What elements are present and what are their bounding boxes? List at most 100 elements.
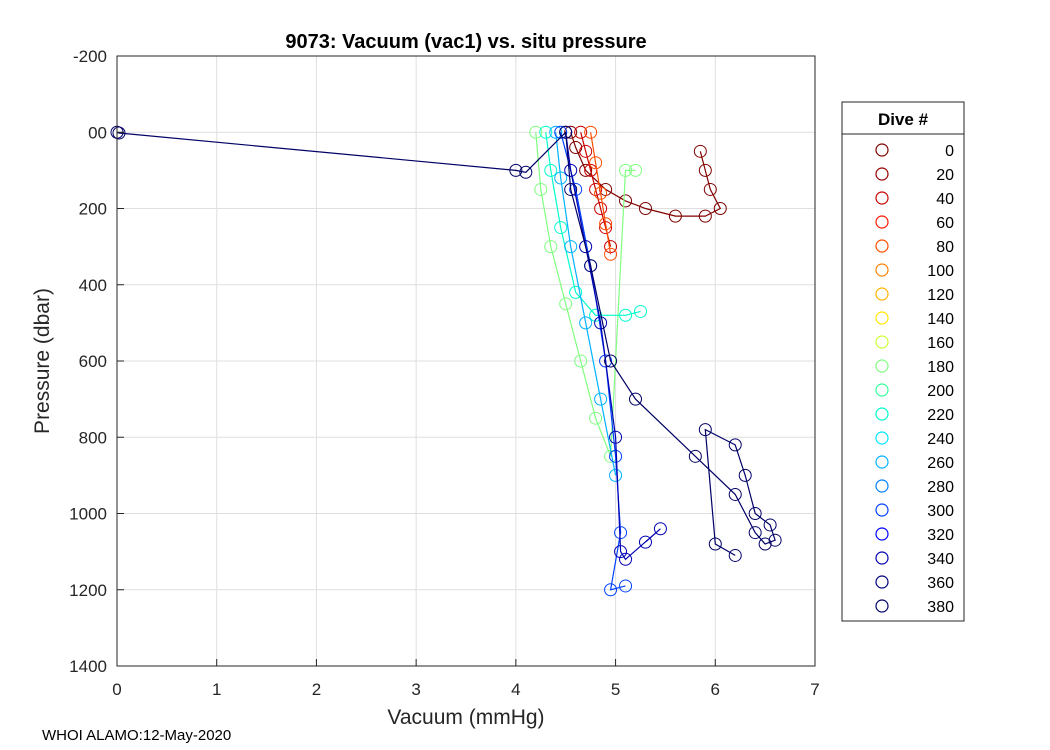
x-tick-label: 4 (511, 680, 520, 699)
data-point (589, 411, 603, 425)
legend-marker (875, 551, 889, 565)
data-point (604, 583, 618, 597)
legend-label: 240 (927, 431, 954, 448)
legend-label: 380 (927, 599, 954, 616)
data-point (748, 507, 762, 520)
data-point (564, 240, 578, 254)
y-tick-label: -200 (73, 47, 107, 66)
data-point (599, 217, 613, 231)
data-point (112, 126, 126, 140)
data-point (574, 354, 588, 368)
x-tick-label: 6 (711, 680, 720, 699)
y-axis-label: Pressure (dbar) (31, 288, 54, 434)
data-point (574, 125, 588, 139)
x-tick-label: 3 (411, 680, 420, 699)
legend-marker (875, 287, 889, 301)
data-point (534, 182, 548, 196)
series-layer (110, 125, 782, 597)
data-point (579, 316, 593, 330)
data-point (638, 535, 652, 549)
series-220 (539, 125, 647, 322)
data-point (668, 209, 682, 223)
x-axis-label: Vacuum (mmHg) (387, 706, 544, 729)
legend-marker (875, 191, 889, 205)
legend-marker (875, 479, 889, 493)
data-point (728, 438, 742, 452)
data-point (544, 240, 558, 254)
x-tick-label: 7 (810, 680, 819, 699)
data-point (634, 304, 647, 318)
legend-label: 340 (927, 551, 954, 568)
x-tick-label: 2 (312, 680, 321, 699)
data-point (604, 247, 618, 261)
data-point (549, 125, 563, 139)
data-point (594, 392, 608, 406)
data-point (763, 518, 777, 532)
series-line (545, 132, 641, 316)
series-line (570, 132, 722, 217)
legend-label: 60 (936, 215, 954, 232)
legend-label: 0 (945, 143, 954, 160)
legend-marker (875, 167, 889, 181)
legend-marker (875, 575, 889, 589)
data-point (579, 163, 593, 177)
data-point (579, 144, 593, 158)
legend-label: 160 (927, 335, 954, 352)
y-tick-label: 800 (79, 428, 107, 447)
data-point (579, 240, 593, 254)
data-point (529, 125, 543, 139)
data-point (594, 316, 608, 330)
legend-marker (875, 359, 889, 373)
data-point (629, 163, 643, 177)
data-point (768, 533, 782, 547)
legend-label: 180 (927, 359, 954, 376)
legend-label: 100 (927, 263, 954, 280)
data-point (748, 526, 762, 540)
legend-marker (875, 239, 889, 253)
y-tick-label: 400 (79, 276, 107, 295)
legend-marker (875, 503, 889, 517)
legend-marker (875, 263, 889, 277)
data-point (564, 182, 578, 196)
legend-label: 200 (927, 383, 954, 400)
legend-label: 140 (927, 311, 954, 328)
legend-marker (875, 527, 889, 541)
legend: Dive # 0 20 40 60 80 100 120 140 160 180 200 220 240… (841, 101, 965, 622)
legend-box (841, 101, 965, 622)
legend-marker (875, 383, 889, 397)
data-point (698, 209, 712, 223)
chart-title: 9073: Vacuum (vac1) vs. situ pressure (285, 31, 646, 53)
x-tick-label: 0 (112, 680, 121, 699)
data-point (619, 308, 633, 322)
legend-marker (875, 455, 889, 469)
data-point (614, 545, 628, 559)
series-line (560, 132, 626, 591)
legend-label: 80 (936, 239, 954, 256)
data-point (564, 163, 578, 177)
data-point (638, 202, 652, 215)
series-80 (584, 125, 618, 261)
data-point (713, 202, 727, 215)
legend-title: Dive # (878, 110, 929, 129)
series-line (116, 130, 776, 556)
data-point (688, 449, 702, 463)
data-point (619, 194, 633, 208)
series-180 (529, 125, 643, 463)
y-tick-label: 1200 (69, 581, 107, 600)
grid (116, 55, 816, 667)
data-point (594, 186, 608, 200)
y-tick-label: 600 (79, 352, 107, 371)
series-380 (110, 125, 782, 562)
series-line (565, 132, 661, 561)
y-ticks: -200 00 200 400 600 800 1000 1200 1400 (69, 47, 124, 676)
series-0 (564, 125, 727, 223)
legend-label: 220 (927, 407, 954, 424)
data-point (653, 522, 667, 536)
legend-marker (875, 143, 889, 157)
data-point (698, 163, 712, 177)
data-point (539, 125, 553, 139)
data-point (584, 125, 598, 139)
data-point (594, 202, 608, 215)
legend-marker (875, 599, 889, 613)
series-line (590, 132, 612, 255)
